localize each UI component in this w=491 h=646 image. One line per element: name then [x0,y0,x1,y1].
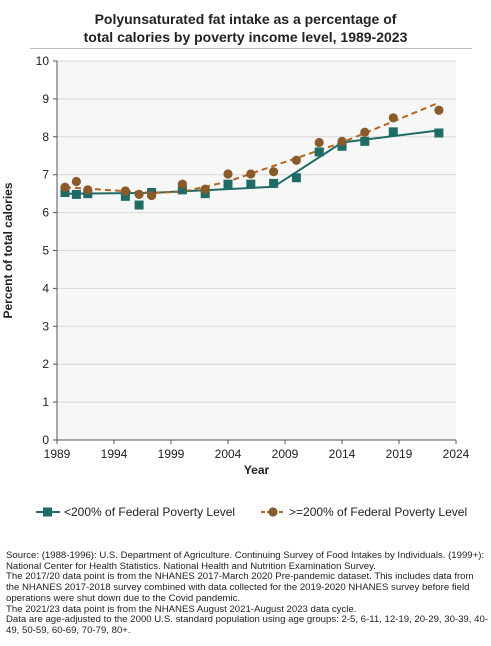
y-tick-label: 10 [36,54,50,68]
data-markers [60,105,444,210]
data-point-circle [314,137,324,148]
data-point-circle [223,169,233,179]
chart-title-line-2: total calories by poverty income level, … [83,29,408,45]
data-point-circle [360,127,370,137]
legend: <200% of Federal Poverty Level >=200% of… [0,505,491,525]
y-tick-label: 1 [42,395,49,409]
data-point-circle [120,186,130,196]
x-tick-label: 2004 [215,447,242,461]
data-point-square [246,179,256,189]
source-notes: Source: (1988-1996): U.S. Department of … [6,550,488,637]
data-point-square [337,141,347,151]
x-tick-label: 1989 [44,447,71,461]
data-point-circle [337,136,347,146]
y-tick-label: 4 [42,281,49,295]
data-point-square [388,127,398,137]
y-tick-label: 7 [42,168,49,182]
data-point-circle [134,189,144,200]
chart-svg: 0 1 2 3 4 5 6 7 8 9 10 1989 1994 1999 2004 2009 2014 2019… [1,54,470,477]
source-note-2: The 2017/20 data point is from the NHANE… [6,571,474,604]
title-divider [30,48,472,49]
data-point-circle [434,105,444,115]
data-point-circle [200,184,210,194]
chart-title-line-1: Polyunsaturated fat intake as a percenta… [94,11,397,27]
x-tick-label: 2009 [272,447,299,461]
legend-item-below-200: <200% of Federal Poverty Level [36,505,235,519]
data-point-square [434,128,444,138]
x-tick-label: 2019 [386,447,413,461]
data-point-circle [269,167,279,177]
data-point-square [314,147,324,157]
y-axis-label: Percent of total calories [1,182,15,318]
y-tick-label: 3 [42,319,49,333]
x-tick-label: 1994 [101,447,128,461]
data-point-circle [147,190,157,201]
data-point-square [291,173,301,183]
chart-title: Polyunsaturated fat intake as a percenta… [0,10,491,46]
data-point-square [134,200,144,210]
data-point-circle [388,113,398,123]
source-note-3: The 2021/23 data point is from the NHANE… [6,603,357,615]
data-point-circle [60,182,70,192]
data-point-square [360,136,370,146]
legend-label-below-200: <200% of Federal Poverty Level [64,505,236,519]
data-point-circle [83,185,93,195]
y-tick-label: 8 [42,130,49,144]
data-point-circle [246,169,256,179]
y-tick-label: 9 [42,92,49,106]
y-tick-label: 6 [42,206,49,220]
legend-label-above-200: >=200% of Federal Poverty Level [289,505,468,519]
gridlines [57,60,456,441]
x-tick-label: 2024 [443,447,470,461]
y-tick-label: 0 [42,433,49,447]
data-point-square [177,185,187,195]
data-point-square [269,178,279,188]
circle-marker-icon [261,507,285,517]
data-point-square [71,189,81,199]
source-note-4: Data are age-adjusted to the 2000 U.S. s… [6,614,488,636]
data-point-circle [291,155,301,165]
x-tick-label: 1999 [158,447,185,461]
data-point-circle [71,176,81,187]
y-tick-label: 5 [42,244,49,258]
x-tick-label: 2014 [329,447,356,461]
axes: 0 1 2 3 4 5 6 7 8 9 10 1989 1994 1999 2004 2009 2014 2019… [36,54,470,461]
data-point-square [60,188,70,198]
x-axis-label: Year [244,463,270,477]
y-tick-label: 2 [42,357,49,371]
data-point-circle [177,179,187,189]
square-marker-icon [36,507,60,517]
data-point-square [223,179,233,189]
legend-item-above-200: >=200% of Federal Poverty Level [261,505,467,519]
data-point-square [120,191,130,201]
source-note-1: Source: (1988-1996): U.S. Department of … [6,550,485,572]
